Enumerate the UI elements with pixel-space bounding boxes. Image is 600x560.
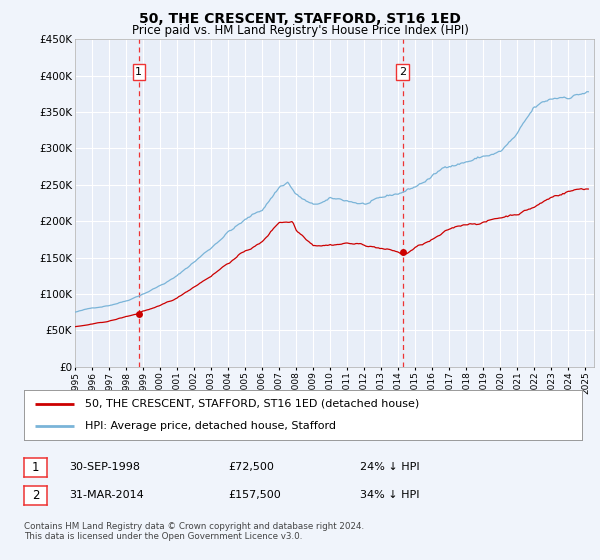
Text: 31-MAR-2014: 31-MAR-2014 — [69, 490, 144, 500]
Text: HPI: Average price, detached house, Stafford: HPI: Average price, detached house, Staf… — [85, 421, 337, 431]
Text: 2: 2 — [32, 489, 39, 502]
Text: £157,500: £157,500 — [228, 490, 281, 500]
Text: Contains HM Land Registry data © Crown copyright and database right 2024.
This d: Contains HM Land Registry data © Crown c… — [24, 522, 364, 542]
Text: Price paid vs. HM Land Registry's House Price Index (HPI): Price paid vs. HM Land Registry's House … — [131, 24, 469, 36]
Text: 1: 1 — [136, 67, 142, 77]
Text: 50, THE CRESCENT, STAFFORD, ST16 1ED: 50, THE CRESCENT, STAFFORD, ST16 1ED — [139, 12, 461, 26]
Text: 30-SEP-1998: 30-SEP-1998 — [69, 462, 140, 472]
Text: £72,500: £72,500 — [228, 462, 274, 472]
Text: 34% ↓ HPI: 34% ↓ HPI — [360, 490, 419, 500]
Text: 2: 2 — [399, 67, 406, 77]
Text: 1: 1 — [32, 461, 39, 474]
Text: 50, THE CRESCENT, STAFFORD, ST16 1ED (detached house): 50, THE CRESCENT, STAFFORD, ST16 1ED (de… — [85, 399, 419, 409]
Text: 24% ↓ HPI: 24% ↓ HPI — [360, 462, 419, 472]
